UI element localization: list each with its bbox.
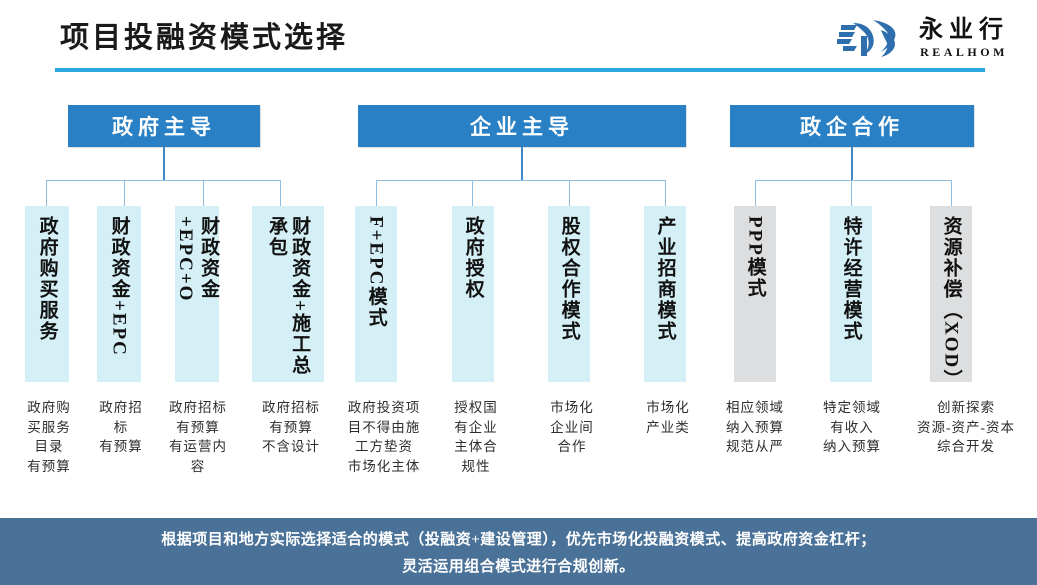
mode-box-fiscal-epc[interactable]: 财政资金+EPC xyxy=(97,206,141,382)
group-header-government-led[interactable]: 政府主导 xyxy=(68,105,260,147)
mode-box-equity-cooperation[interactable]: 股权合作模式 xyxy=(548,206,590,382)
connector-drop-1-1 xyxy=(46,180,47,206)
mode-label: 资源补偿（XOD） xyxy=(940,216,962,391)
group-header-enterprise-led[interactable]: 企业主导 xyxy=(358,105,686,147)
summary-banner: 根据项目和地方实际选择适合的模式（投融资+建设管理），优先市场化投融资模式、提高… xyxy=(0,518,1037,585)
logo-brand-en: REALHOM xyxy=(920,45,1008,59)
mode-box-industry-investment-attraction[interactable]: 产业招商模式 xyxy=(644,206,686,382)
mode-label: F+EPC模式 xyxy=(365,216,387,329)
connector-drop-2-1 xyxy=(376,180,377,206)
caption-ppp: 相应领域 纳入预算 规范从严 xyxy=(726,400,784,455)
mode-label: 特许经营模式 xyxy=(840,216,862,342)
title-underline-rule xyxy=(55,68,985,72)
connector-drop-3-1 xyxy=(755,180,756,206)
mode-label: 财政资金+施工总承包 xyxy=(266,216,311,376)
caption-government-authorization: 授权国 有企业 主体合 规性 xyxy=(454,400,498,474)
mode-box-government-authorization[interactable]: 政府授权 xyxy=(452,206,494,382)
connector-drop-2-2 xyxy=(472,180,473,206)
company-logo: 永业行 REALHOM xyxy=(809,12,1009,64)
caption-industry-investment: 市场化 产业类 xyxy=(646,400,690,435)
mode-box-resource-compensation-xod[interactable]: 资源补偿（XOD） xyxy=(930,206,972,391)
connector-drop-1-4 xyxy=(280,180,281,206)
connector-bus-2 xyxy=(376,180,666,181)
mode-label: 股权合作模式 xyxy=(558,216,580,342)
mode-box-fiscal-construction-general-contract[interactable]: 财政资金+施工总承包 xyxy=(252,206,324,382)
connector-bus-1 xyxy=(46,180,280,181)
connector-trunk-1 xyxy=(163,147,165,180)
connector-drop-1-2 xyxy=(124,180,125,206)
connector-drop-2-4 xyxy=(665,180,666,206)
mode-box-government-purchase-service[interactable]: 政府购买服务 xyxy=(25,206,69,382)
mode-label: 财政资金+EPC xyxy=(108,216,130,357)
mode-label: 政府购买服务 xyxy=(36,216,58,342)
connector-drop-1-3 xyxy=(203,180,204,206)
caption-government-purchase-service: 政府购 买服务 目录 有预算 xyxy=(27,400,71,474)
connector-drop-3-2 xyxy=(851,180,852,206)
mode-box-f-epc[interactable]: F+EPC模式 xyxy=(355,206,397,382)
connector-drop-2-3 xyxy=(569,180,570,206)
mode-box-franchise-operation[interactable]: 特许经营模式 xyxy=(830,206,872,382)
connector-drop-3-3 xyxy=(951,180,952,206)
yh-monogram-icon xyxy=(837,20,896,57)
caption-f-epc: 政府投资项 目不得由施 工方垫资 市场化主体 xyxy=(347,400,421,474)
group-header-ppp-cooperation[interactable]: 政企合作 xyxy=(730,105,974,147)
caption-fiscal-construction: 政府招标 有预算 不含设计 xyxy=(262,400,320,455)
page-title: 项目投融资模式选择 xyxy=(60,22,349,54)
mode-box-fiscal-epc-o[interactable]: 财政资金+EPC+O xyxy=(175,206,219,382)
connector-bus-3 xyxy=(755,180,952,181)
summary-banner-line-2: 灵活运用组合模式进行合规创新。 xyxy=(402,558,635,575)
logo-brand-cn: 永业行 xyxy=(919,17,1009,43)
summary-banner-line-1: 根据项目和地方实际选择适合的模式（投融资+建设管理），优先市场化投融资模式、提高… xyxy=(161,531,876,548)
logo-wordmark: 永业行 REALHOM xyxy=(919,18,1009,58)
mode-label: PPP模式 xyxy=(744,216,766,299)
mode-label: 产业招商模式 xyxy=(654,216,676,342)
caption-fiscal-epc: 政府招标有预算 xyxy=(99,400,143,455)
connector-trunk-3 xyxy=(851,147,853,180)
mode-label: 财政资金+EPC+O xyxy=(175,216,220,303)
caption-franchise-operation: 特定领域 有收入 纳入预算 xyxy=(823,400,881,455)
caption-equity-cooperation: 市场化 企业间 合作 xyxy=(550,400,594,455)
connector-trunk-2 xyxy=(521,147,523,180)
mode-label: 政府授权 xyxy=(462,216,484,300)
mode-box-ppp[interactable]: PPP模式 xyxy=(734,206,776,382)
caption-fiscal-epc-o: 政府招标 有预算 有运营内容 xyxy=(169,400,227,474)
caption-resource-compensation: 创新探索 资源-资产-资本 综合开发 xyxy=(917,400,1015,455)
